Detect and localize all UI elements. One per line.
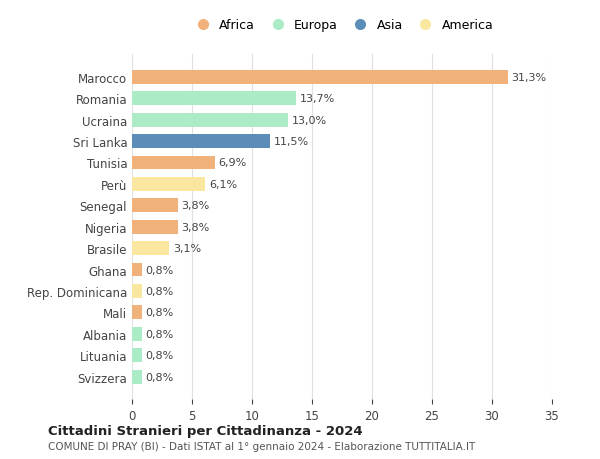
Text: 31,3%: 31,3% (511, 73, 547, 83)
Bar (132, 327, 142, 341)
Bar (132, 306, 142, 319)
Text: 3,8%: 3,8% (181, 201, 209, 211)
Text: 3,1%: 3,1% (173, 244, 201, 253)
Text: COMUNE DI PRAY (BI) - Dati ISTAT al 1° gennaio 2024 - Elaborazione TUTTITALIA.IT: COMUNE DI PRAY (BI) - Dati ISTAT al 1° g… (48, 441, 475, 451)
Bar (132, 348, 142, 362)
Text: 3,8%: 3,8% (181, 222, 209, 232)
Bar (132, 135, 270, 149)
Bar (132, 71, 508, 84)
Bar (132, 263, 142, 277)
Bar (132, 156, 215, 170)
Bar (132, 370, 142, 384)
Text: 11,5%: 11,5% (274, 137, 309, 147)
Bar (132, 92, 296, 106)
Text: 13,7%: 13,7% (300, 94, 335, 104)
Text: 0,8%: 0,8% (145, 372, 173, 382)
Legend: Africa, Europa, Asia, America: Africa, Europa, Asia, America (188, 17, 496, 34)
Bar (132, 178, 205, 191)
Text: Cittadini Stranieri per Cittadinanza - 2024: Cittadini Stranieri per Cittadinanza - 2… (48, 424, 362, 437)
Text: 13,0%: 13,0% (292, 115, 327, 125)
Text: 0,8%: 0,8% (145, 265, 173, 275)
Bar (132, 241, 169, 256)
Text: 0,8%: 0,8% (145, 329, 173, 339)
Bar (132, 220, 178, 234)
Bar (132, 113, 288, 127)
Bar (132, 199, 178, 213)
Text: 6,1%: 6,1% (209, 179, 237, 190)
Text: 0,8%: 0,8% (145, 308, 173, 318)
Text: 0,8%: 0,8% (145, 350, 173, 360)
Bar (132, 284, 142, 298)
Text: 6,9%: 6,9% (218, 158, 247, 168)
Text: 0,8%: 0,8% (145, 286, 173, 296)
